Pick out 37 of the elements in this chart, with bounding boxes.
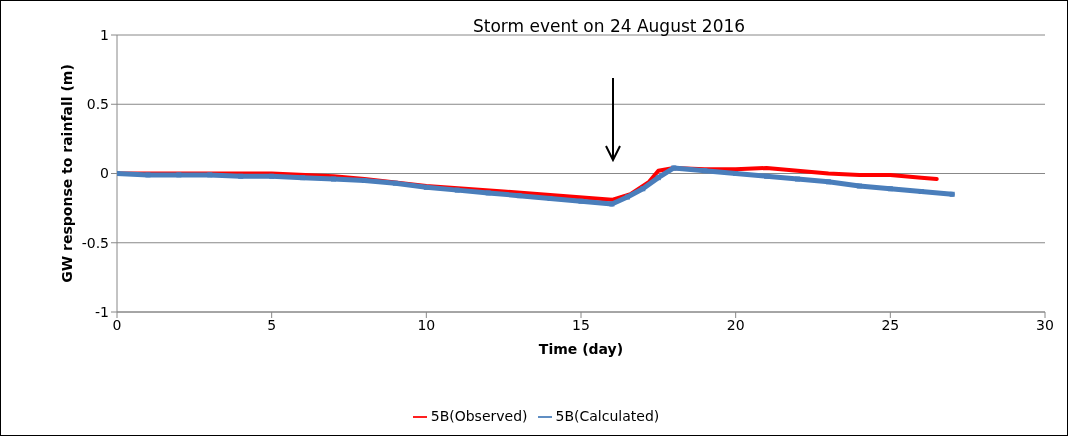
point: [655, 175, 661, 181]
point: [392, 180, 398, 186]
point: [640, 186, 646, 192]
y-axis-title: GW response to rainfall (m): [58, 64, 75, 283]
point: [578, 198, 584, 204]
y-tick-label: 0.5: [86, 96, 109, 113]
x-tick-label: 20: [726, 316, 745, 333]
y-tick-label: 0: [100, 165, 109, 182]
x-tick-label: 10: [417, 316, 436, 333]
point: [485, 190, 491, 196]
point: [887, 186, 893, 192]
point: [795, 176, 801, 182]
point: [269, 173, 275, 179]
point: [825, 179, 831, 185]
point: [516, 193, 522, 199]
x-tick-label: 0: [112, 316, 122, 333]
x-tick-label: 25: [881, 316, 900, 333]
legend-label: 5B(Observed): [430, 408, 528, 424]
x-axis-title: Time (day): [538, 341, 624, 357]
legend-label: 5B(Calculated): [555, 408, 660, 424]
x-tick-label: 15: [572, 316, 590, 333]
x-tick-label: 30: [1036, 316, 1054, 333]
point: [624, 194, 630, 200]
point: [609, 201, 615, 207]
y-tick-label: -1: [95, 303, 109, 320]
point: [300, 175, 306, 181]
point: [671, 165, 677, 171]
point: [454, 187, 460, 193]
point: [856, 183, 862, 189]
y-tick-label: -0.5: [81, 234, 109, 251]
y-tick-label: 1: [100, 26, 109, 43]
point: [949, 191, 955, 197]
point: [764, 173, 770, 179]
point: [423, 184, 429, 190]
point: [702, 168, 708, 174]
x-tick-label: 5: [267, 316, 277, 333]
annotation: Storm event on 24 August 2016: [473, 16, 747, 36]
